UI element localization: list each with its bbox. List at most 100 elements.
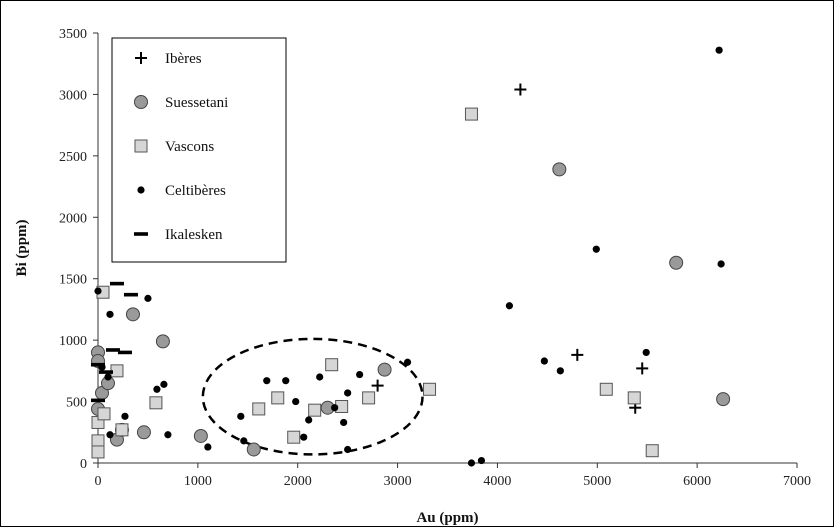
legend-item: Ibères bbox=[135, 51, 202, 67]
point-dot bbox=[356, 370, 364, 379]
legend-label: Suessetani bbox=[165, 95, 228, 111]
x-tick-label: 4000 bbox=[483, 474, 511, 489]
legend-label: Ibères bbox=[165, 51, 202, 67]
point-dash bbox=[98, 370, 113, 374]
point-dot bbox=[715, 46, 723, 54]
point-square bbox=[464, 107, 478, 121]
point-circle bbox=[193, 428, 208, 443]
point-circle bbox=[377, 362, 392, 377]
point-dot bbox=[121, 412, 129, 420]
point-square bbox=[91, 434, 105, 448]
series-plus bbox=[371, 83, 649, 414]
x-tick-label: 7000 bbox=[783, 474, 811, 489]
y-axis-ticks: 0 500 1000 1500 2000 2500 3000 3500 bbox=[59, 27, 98, 472]
point-dot bbox=[305, 416, 313, 424]
point-dot bbox=[717, 260, 725, 268]
legend-label: Vascons bbox=[165, 139, 214, 155]
point-dot bbox=[316, 373, 324, 381]
point-dot bbox=[94, 287, 102, 295]
point-dot bbox=[340, 418, 348, 427]
legend-label: Ikalesken bbox=[165, 227, 223, 243]
point-dot bbox=[237, 412, 245, 420]
series-dot bbox=[94, 46, 725, 467]
point-plus bbox=[371, 379, 384, 392]
dashed-ellipse bbox=[201, 337, 424, 456]
point-dash bbox=[105, 348, 120, 352]
point-square bbox=[115, 423, 129, 437]
point-dot bbox=[467, 459, 476, 467]
legend-marker-dash bbox=[134, 232, 148, 236]
x-tick-label: 1000 bbox=[184, 474, 212, 489]
y-tick-label: 0 bbox=[80, 457, 87, 472]
point-dot bbox=[160, 380, 168, 388]
point-square bbox=[287, 430, 301, 444]
y-axis-title: Bi (ppm) bbox=[14, 219, 30, 276]
y-tick-label: 3500 bbox=[59, 27, 87, 42]
point-square bbox=[362, 391, 376, 405]
legend-label: Celtibères bbox=[165, 183, 226, 199]
legend-marker-circle bbox=[134, 95, 148, 109]
point-dot bbox=[477, 456, 486, 465]
point-square bbox=[325, 358, 339, 372]
legend: Ibères Suessetani Vascons Celtibères Ikalesk… bbox=[111, 37, 287, 263]
y-tick-label: 500 bbox=[66, 396, 87, 411]
point-dot bbox=[204, 443, 212, 451]
point-circle bbox=[155, 334, 170, 349]
x-axis-title: Au (ppm) bbox=[416, 510, 478, 526]
x-axis-ticks: 0 1000 2000 3000 4000 5000 6000 7000 bbox=[95, 463, 811, 489]
point-circle bbox=[716, 392, 731, 407]
point-square bbox=[627, 391, 641, 405]
y-tick-label: 2000 bbox=[59, 211, 87, 226]
legend-marker-plus bbox=[135, 52, 147, 64]
x-tick-label: 6000 bbox=[683, 474, 711, 489]
point-dot bbox=[153, 385, 161, 393]
point-dot bbox=[144, 294, 152, 302]
point-dot bbox=[556, 367, 564, 375]
point-circle bbox=[552, 162, 567, 177]
point-circle bbox=[669, 255, 684, 270]
point-dash bbox=[91, 398, 105, 403]
point-dot bbox=[331, 404, 339, 412]
point-dot bbox=[104, 373, 112, 381]
point-dot bbox=[540, 357, 548, 365]
legend-marker-square bbox=[134, 139, 148, 153]
point-square bbox=[97, 407, 111, 421]
point-dot bbox=[164, 431, 172, 439]
x-tick-label: 2000 bbox=[284, 474, 312, 489]
point-circle bbox=[125, 307, 140, 322]
y-tick-label: 2500 bbox=[59, 150, 87, 165]
legend-item: Celtibères bbox=[137, 183, 226, 199]
x-tick-label: 3000 bbox=[384, 474, 412, 489]
series-dash bbox=[91, 281, 138, 403]
x-tick-label: 0 bbox=[95, 474, 102, 489]
point-dash bbox=[117, 350, 132, 355]
point-plus bbox=[514, 83, 527, 96]
point-dot bbox=[240, 437, 248, 445]
point-square bbox=[645, 444, 659, 458]
legend-item: Suessetani bbox=[134, 95, 228, 111]
point-dot bbox=[282, 377, 290, 385]
y-tick-label: 1000 bbox=[59, 334, 87, 349]
point-plus bbox=[571, 348, 584, 361]
point-dash bbox=[123, 292, 138, 297]
y-tick-label: 3000 bbox=[59, 88, 87, 103]
point-dot bbox=[263, 377, 271, 385]
legend-item: Vascons bbox=[134, 139, 214, 155]
point-square bbox=[423, 382, 437, 396]
dashed-ellipse-annotation bbox=[201, 337, 424, 456]
x-tick-label: 5000 bbox=[583, 474, 611, 489]
point-dot bbox=[403, 358, 412, 366]
point-square bbox=[308, 403, 322, 417]
point-dot bbox=[106, 310, 114, 318]
point-square bbox=[599, 382, 613, 396]
point-square bbox=[252, 402, 266, 416]
legend-item: Ikalesken bbox=[134, 227, 223, 243]
point-square bbox=[271, 391, 285, 405]
point-dot bbox=[292, 397, 300, 406]
point-circle bbox=[246, 442, 261, 457]
point-dot bbox=[300, 433, 308, 441]
point-dot bbox=[344, 389, 352, 397]
y-tick-label: 1500 bbox=[59, 273, 87, 288]
point-dot bbox=[505, 302, 514, 310]
